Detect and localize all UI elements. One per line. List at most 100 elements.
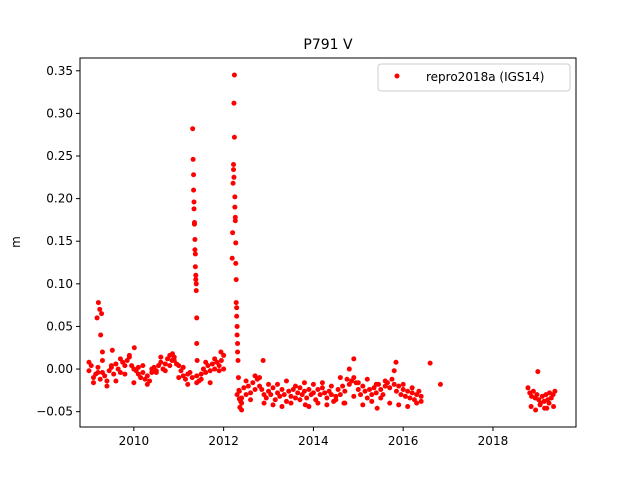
data-point bbox=[158, 354, 164, 360]
data-point bbox=[191, 187, 197, 193]
axes-frame bbox=[79, 57, 577, 428]
data-point bbox=[176, 375, 182, 381]
data-point bbox=[528, 404, 534, 410]
data-point bbox=[233, 300, 239, 306]
data-point bbox=[324, 395, 330, 401]
data-point bbox=[525, 385, 531, 391]
data-point bbox=[232, 194, 238, 200]
data-point bbox=[351, 393, 357, 399]
data-point bbox=[117, 356, 123, 362]
data-point bbox=[216, 363, 222, 369]
data-point bbox=[315, 400, 321, 406]
data-point bbox=[243, 378, 249, 384]
data-point bbox=[234, 305, 240, 311]
data-point bbox=[190, 126, 196, 132]
y-tick-label: 0.10 bbox=[46, 277, 73, 291]
data-point bbox=[236, 387, 242, 393]
x-tick-label: 2014 bbox=[298, 434, 329, 448]
data-point bbox=[427, 360, 433, 366]
data-point bbox=[342, 388, 348, 394]
data-point bbox=[97, 376, 103, 382]
data-point bbox=[277, 393, 283, 399]
data-points bbox=[86, 72, 558, 413]
data-point bbox=[369, 392, 375, 398]
data-point bbox=[364, 376, 370, 382]
data-point bbox=[288, 393, 294, 399]
data-point bbox=[301, 388, 307, 394]
data-point bbox=[301, 380, 307, 386]
data-point bbox=[393, 388, 399, 394]
data-point bbox=[268, 392, 274, 398]
data-point bbox=[398, 392, 404, 398]
data-point bbox=[387, 400, 393, 406]
data-point bbox=[351, 356, 357, 362]
data-point bbox=[198, 376, 204, 382]
data-point bbox=[266, 381, 272, 387]
data-point bbox=[283, 398, 289, 404]
data-point bbox=[295, 390, 301, 396]
data-point bbox=[387, 385, 393, 391]
data-point bbox=[191, 221, 197, 227]
data-point bbox=[95, 300, 101, 306]
data-point bbox=[203, 369, 209, 375]
data-point bbox=[162, 361, 168, 367]
data-point bbox=[373, 381, 379, 387]
data-point bbox=[358, 392, 364, 398]
data-point bbox=[546, 400, 552, 406]
data-point bbox=[315, 387, 321, 392]
data-point bbox=[355, 380, 361, 386]
data-point bbox=[230, 180, 236, 186]
data-point bbox=[248, 397, 254, 403]
data-point bbox=[389, 376, 395, 382]
data-point bbox=[233, 277, 239, 283]
data-point bbox=[333, 397, 339, 403]
data-point bbox=[241, 385, 247, 391]
data-point bbox=[243, 392, 249, 398]
x-tick-label: 2010 bbox=[119, 434, 150, 448]
data-point bbox=[360, 402, 366, 408]
data-point bbox=[185, 381, 191, 387]
data-point bbox=[235, 375, 241, 381]
legend-marker bbox=[394, 73, 400, 79]
data-point bbox=[335, 387, 341, 392]
data-point bbox=[396, 402, 402, 408]
data-point bbox=[535, 369, 541, 375]
data-point bbox=[153, 369, 159, 375]
data-point bbox=[324, 402, 330, 408]
data-point bbox=[113, 378, 119, 384]
data-point bbox=[234, 323, 240, 329]
data-point bbox=[167, 363, 173, 369]
data-point bbox=[544, 405, 550, 411]
data-point bbox=[382, 378, 388, 384]
data-point bbox=[140, 363, 146, 369]
data-point bbox=[194, 380, 200, 386]
data-point bbox=[192, 251, 198, 257]
data-point bbox=[235, 340, 241, 346]
data-point bbox=[176, 363, 182, 369]
data-point bbox=[207, 368, 213, 374]
data-point bbox=[344, 376, 350, 382]
data-point bbox=[319, 380, 325, 386]
data-point bbox=[192, 237, 198, 243]
y-tick-label: 0.25 bbox=[46, 149, 73, 163]
data-point bbox=[192, 264, 198, 270]
data-point bbox=[193, 272, 199, 278]
data-point bbox=[194, 358, 200, 364]
data-point bbox=[198, 371, 204, 377]
data-point bbox=[286, 388, 292, 394]
data-point bbox=[218, 358, 224, 364]
data-point bbox=[231, 174, 237, 180]
data-point bbox=[99, 311, 105, 317]
data-point bbox=[230, 230, 236, 236]
data-point bbox=[99, 358, 105, 364]
y-axis: −0.05 0.00 0.05 0.10 0.15 0.20 0.25 0.30 0.35 bbox=[36, 64, 80, 419]
data-point bbox=[239, 407, 245, 413]
data-point bbox=[552, 388, 558, 394]
data-point bbox=[367, 387, 373, 392]
x-axis: 2010 2012 2014 2016 2018 bbox=[119, 427, 508, 448]
data-point bbox=[86, 359, 92, 365]
data-point bbox=[248, 390, 254, 396]
data-point bbox=[187, 369, 193, 375]
legend-label: repro2018a (IGS14) bbox=[426, 70, 544, 84]
